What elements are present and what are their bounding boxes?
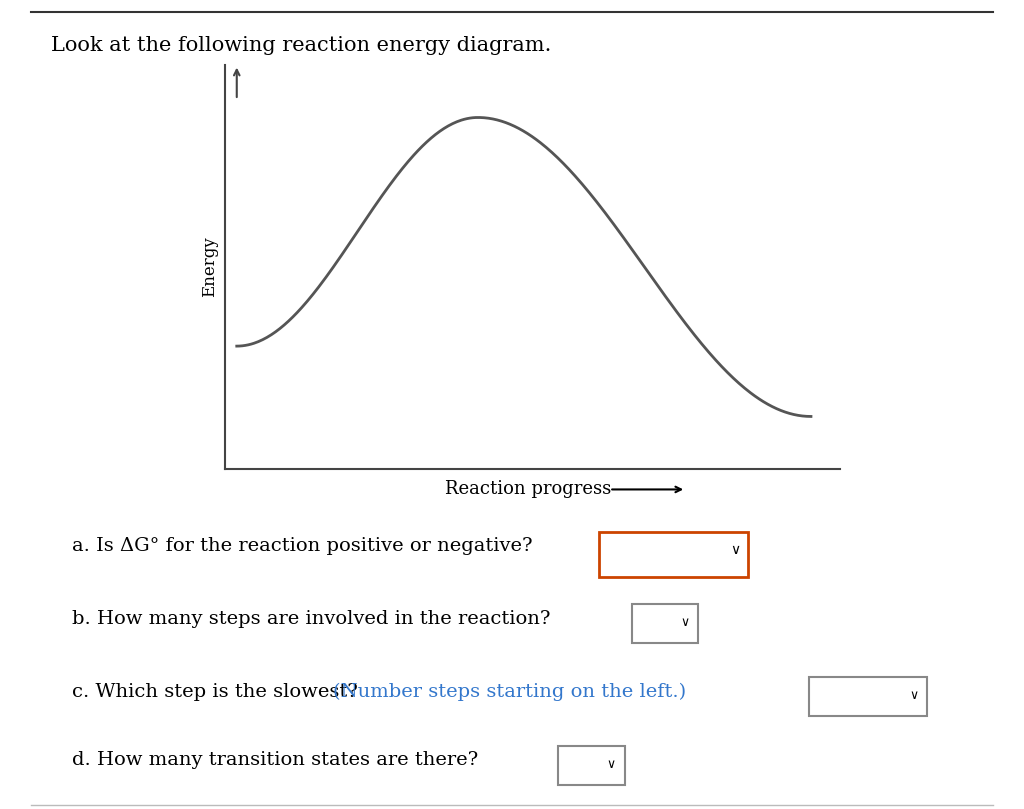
Text: ∨: ∨ xyxy=(607,758,615,771)
FancyBboxPatch shape xyxy=(809,677,927,716)
Text: ∨: ∨ xyxy=(681,616,689,629)
Text: (Number steps starting on the left.): (Number steps starting on the left.) xyxy=(333,683,686,701)
Y-axis label: Energy: Energy xyxy=(202,236,218,298)
Text: ∨: ∨ xyxy=(730,543,740,557)
Text: b. How many steps are involved in the reaction?: b. How many steps are involved in the re… xyxy=(72,610,550,628)
Text: a. Is ΔG° for the reaction positive or negative?: a. Is ΔG° for the reaction positive or n… xyxy=(72,537,532,555)
Text: Reaction progress: Reaction progress xyxy=(445,481,611,498)
Text: d. How many transition states are there?: d. How many transition states are there? xyxy=(72,752,478,769)
FancyBboxPatch shape xyxy=(558,746,625,785)
FancyBboxPatch shape xyxy=(599,532,748,577)
Text: c. Which step is the slowest?: c. Which step is the slowest? xyxy=(72,683,357,701)
FancyBboxPatch shape xyxy=(632,604,698,643)
Text: Look at the following reaction energy diagram.: Look at the following reaction energy di… xyxy=(51,36,552,55)
Text: ∨: ∨ xyxy=(910,689,919,702)
